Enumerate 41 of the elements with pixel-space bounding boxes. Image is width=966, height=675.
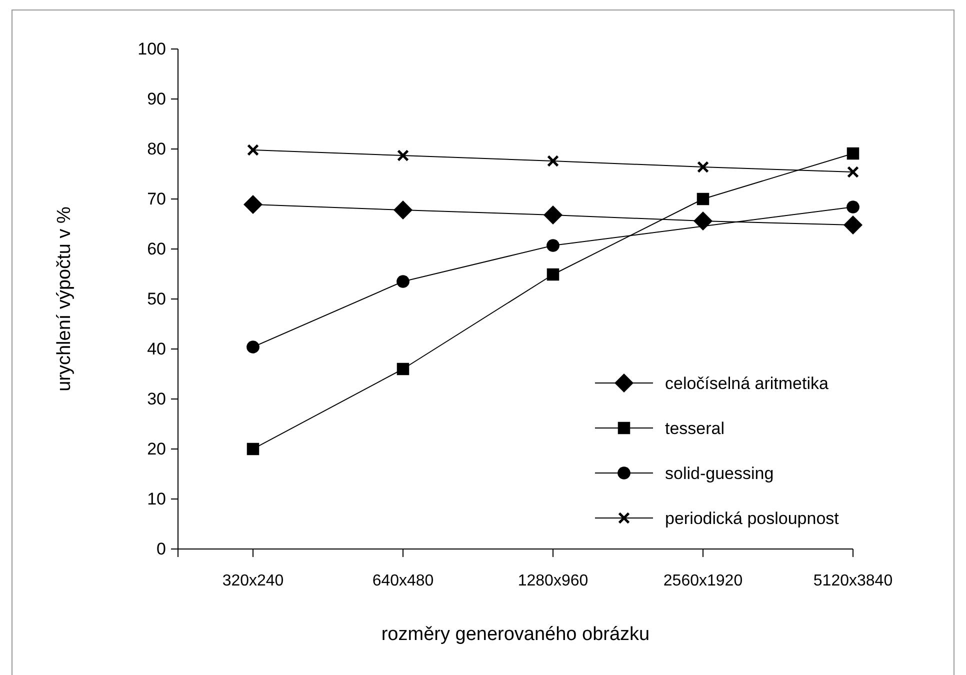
point — [696, 192, 710, 206]
point — [396, 275, 410, 288]
legend-label: solid-guessing — [665, 464, 774, 483]
y-tick-label: 80 — [147, 139, 166, 158]
legend-label: celočíselná aritmetika — [665, 374, 830, 393]
y-tick-label: 70 — [147, 189, 166, 208]
point — [546, 239, 560, 252]
x-tick-label: 320x240 — [222, 572, 284, 590]
point — [544, 206, 562, 224]
y-tick-label: 20 — [147, 439, 166, 458]
x-tick-label: 1280x960 — [518, 572, 588, 590]
y-tick-label: 100 — [138, 39, 166, 58]
point — [394, 200, 412, 220]
y-tick-label: 50 — [147, 289, 166, 308]
point — [246, 442, 260, 456]
y-tick-label: 10 — [147, 489, 166, 508]
point — [547, 155, 559, 167]
y-tick-label: 60 — [147, 239, 166, 258]
y-axis-title: urychlení výpočtu v % — [54, 206, 75, 392]
point — [694, 212, 712, 230]
point — [697, 161, 709, 173]
x-tick-label: 2560x1920 — [663, 572, 743, 590]
x-tick-label: 5120x3840 — [813, 572, 893, 590]
x-axis-title: rozměry generovaného obrázku — [381, 624, 650, 645]
point — [396, 362, 410, 376]
y-tick-label: 30 — [147, 389, 166, 408]
legend-label: tesseral — [665, 418, 725, 438]
point — [846, 200, 860, 214]
point — [246, 340, 260, 354]
point — [546, 268, 560, 281]
point — [247, 144, 259, 156]
point — [844, 216, 862, 234]
point — [846, 147, 860, 160]
y-tick-label: 0 — [156, 539, 166, 558]
point — [244, 195, 262, 214]
y-tick-label: 90 — [147, 89, 166, 108]
y-tick-label: 40 — [147, 339, 166, 358]
x-tick-label: 640x480 — [372, 572, 434, 590]
legend-label: periodická posloupnost — [665, 508, 840, 528]
point — [847, 166, 859, 178]
point — [397, 150, 409, 162]
